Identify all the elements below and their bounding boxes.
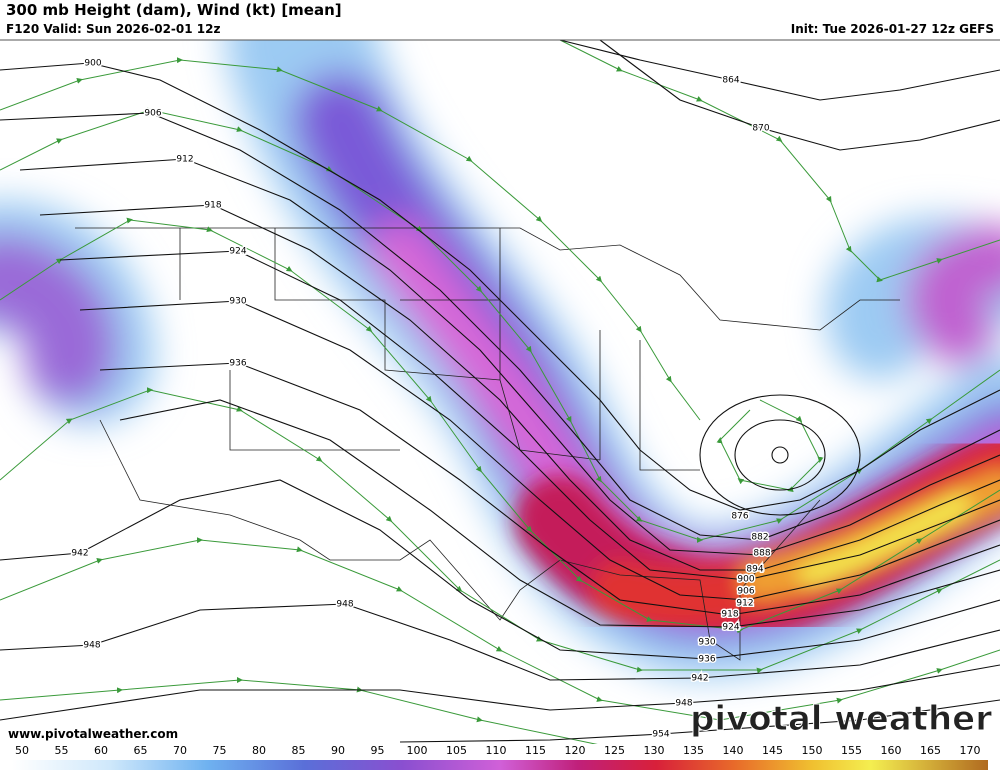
contour-label: 912 — [736, 599, 753, 609]
init-time: Init: Tue 2026-01-27 12z GEFS — [791, 22, 994, 36]
colorbar-tick-label: 85 — [292, 744, 306, 757]
colorbar-tick-label: 140 — [723, 744, 744, 757]
colorbar-tick-label: 60 — [94, 744, 108, 757]
colorbar-tick-label: 90 — [331, 744, 345, 757]
contour-label: 924 — [229, 247, 246, 257]
contour-label: 918 — [204, 201, 221, 211]
contour-label: 948 — [83, 641, 100, 651]
colorbar-tick-label: 170 — [960, 744, 981, 757]
contour-label: 870 — [752, 124, 769, 134]
colorbar-tick-label: 80 — [252, 744, 266, 757]
contour-label: 936 — [229, 359, 246, 369]
colorbar-tick-label: 75 — [213, 744, 227, 757]
colorbar-tick-label: 105 — [446, 744, 467, 757]
colorbar-tick-label: 145 — [762, 744, 783, 757]
contour-label: 942 — [71, 549, 88, 559]
contour-label: 882 — [751, 533, 768, 543]
contour-label: 864 — [722, 76, 739, 86]
height-contours — [0, 39, 1000, 743]
colorbar-tick-label: 160 — [881, 744, 902, 757]
colorbar-tick-label: 50 — [15, 744, 29, 757]
colorbar-tick-label: 155 — [841, 744, 862, 757]
colorbar-tick-label: 120 — [565, 744, 586, 757]
contour-label: 942 — [691, 674, 708, 684]
contour-label: 918 — [721, 610, 738, 620]
contour-label: 948 — [675, 699, 692, 709]
contour-label: 900 — [84, 59, 101, 69]
contour-labels: 9009069129189249309369429489488648708768… — [70, 57, 772, 741]
colorbar-tick-label: 55 — [55, 744, 69, 757]
contour-label: 894 — [746, 565, 763, 575]
contour-label: 912 — [176, 155, 193, 165]
valid-time: F120 Valid: Sun 2026-02-01 12z — [6, 22, 220, 36]
brand-logo: pivotal weather — [690, 699, 992, 739]
colorbar-tick-label: 165 — [920, 744, 941, 757]
contour-label: 924 — [722, 623, 739, 633]
contour-label: 930 — [698, 638, 715, 648]
colorbar-tick-label: 130 — [644, 744, 665, 757]
colorbar-tick-label: 100 — [407, 744, 428, 757]
colorbar-tick-label: 110 — [486, 744, 507, 757]
wind-shading — [0, 0, 1000, 745]
colorbar-ticks: 50 55 60 65 70 75 80 85 90 95 100 105 110 115 120 125 13… — [15, 744, 981, 757]
colorbar — [12, 760, 988, 770]
colorbar-tick-label: 65 — [134, 744, 148, 757]
colorbar-tick-label: 135 — [683, 744, 704, 757]
colorbar-tick-label: 95 — [371, 744, 385, 757]
colorbar-tick-label: 125 — [604, 744, 625, 757]
contour-label: 900 — [737, 575, 754, 585]
contour-label: 876 — [731, 512, 748, 522]
map-title: 300 mb Height (dam), Wind (kt) [mean] — [6, 1, 342, 19]
colorbar-tick-label: 115 — [525, 744, 546, 757]
website: www.pivotalweather.com — [8, 727, 178, 741]
contour-label: 906 — [144, 109, 161, 119]
contour-label: 936 — [698, 655, 715, 665]
colorbar-tick-label: 70 — [173, 744, 187, 757]
contour-label: 954 — [652, 730, 669, 740]
colorbar-tick-label: 150 — [802, 744, 823, 757]
contour-label: 948 — [336, 600, 353, 610]
contour-label: 930 — [229, 297, 246, 307]
contour-label: 888 — [753, 549, 770, 559]
contour-label: 906 — [737, 587, 754, 597]
